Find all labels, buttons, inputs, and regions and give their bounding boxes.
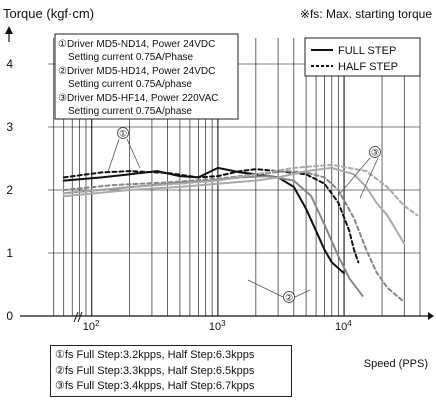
driver-1-current: Setting current 0.75A/Phase — [68, 52, 194, 63]
legend: FULL STEP HALF STEP — [304, 37, 421, 77]
axis-break-mark — [73, 311, 79, 323]
y-tick-label: 4 — [6, 57, 13, 71]
callout-3-label: ③ — [371, 148, 379, 158]
y-axis-arrow — [5, 26, 13, 34]
axis-break-mark — [77, 311, 83, 323]
driver-3-line: ③Driver MD5-HF14, Power 220VAC — [58, 93, 219, 104]
curve-driver①-half-step — [62, 168, 360, 264]
driver-2-line: ②Driver MD5-HD14, Power 24VDC — [58, 66, 215, 77]
callout-leader-line — [337, 157, 371, 197]
driver-2-current: Setting current 0.75A/phase — [68, 79, 192, 90]
callout-1: ① — [117, 127, 129, 139]
curve-driver②-half-step — [62, 170, 406, 304]
x-axis-arrow — [428, 312, 434, 320]
callout-1-label: ① — [119, 129, 127, 139]
fs-note: ※fs: Max. starting torque — [300, 7, 432, 21]
y-axis-title: Torque (kgf·cm) — [3, 6, 94, 21]
curve-driver③-full-step — [62, 166, 406, 245]
legend-full-label: FULL STEP — [338, 45, 396, 57]
callout-leader-line — [126, 138, 141, 169]
fs-note-3: ③fs Full Step:3.4kpps, Half Step:6.7kpps — [55, 380, 255, 392]
driver-1-line: ①Driver MD5-ND14, Power 24VDC — [58, 39, 215, 50]
callout-3: ③ — [369, 146, 381, 158]
x-tick-label: 104 — [335, 319, 352, 333]
x-axis-title: Speed (PPS) — [364, 358, 428, 370]
legend-half-label: HALF STEP — [338, 61, 398, 73]
callout-2-label: ② — [285, 293, 293, 303]
fs-note-1: ①fs Full Step:3.2kpps, Half Step:6.3kpps — [55, 349, 255, 361]
fs-notes-box: ①fs Full Step:3.2kpps, Half Step:6.3kpps… — [50, 345, 292, 397]
x-tick-label: 103 — [209, 319, 226, 333]
y-tick-label: 1 — [6, 246, 13, 260]
y-tick-label: 0 — [6, 309, 13, 323]
curves-layer — [62, 163, 419, 304]
driver-info-box: ①Driver MD5-ND14, Power 24VDC Setting cu… — [54, 33, 239, 120]
driver-3-current: Setting current 0.75A/phase — [68, 106, 192, 117]
x-tick-label: 102 — [83, 319, 100, 333]
callout-leaders — [107, 138, 379, 298]
curve-driver①-full-step — [62, 166, 345, 275]
callout-2: ② — [283, 291, 295, 303]
callout-leader-line — [247, 279, 284, 298]
y-tick-label: 3 — [6, 120, 13, 134]
curve-driver③-half-step — [62, 163, 419, 217]
callout-leader-line — [294, 289, 311, 298]
y-tick-label: 2 — [6, 183, 13, 197]
axes-layer: 0 1 2 3 4 102 103 104 — [5, 26, 434, 333]
callout-leader-line — [359, 157, 379, 199]
callout-leader-line — [107, 138, 120, 173]
fs-note-2: ②fs Full Step:3.3kpps, Half Step:6.5kpps — [55, 364, 255, 377]
